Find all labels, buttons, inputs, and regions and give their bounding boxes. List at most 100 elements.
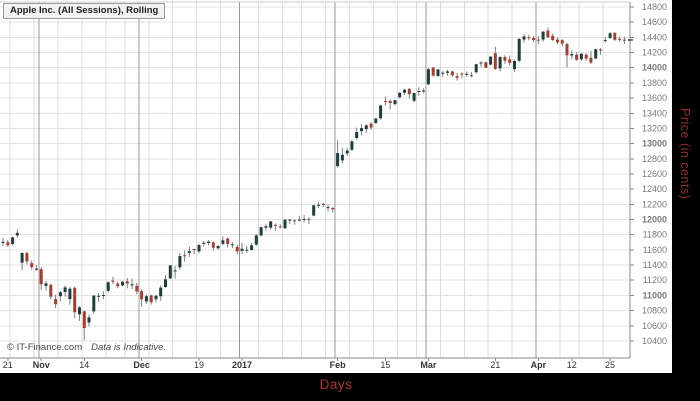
candle-down (575, 54, 579, 60)
x-tick-label: 21 (490, 360, 500, 370)
candle-up (264, 226, 268, 228)
candle-down (149, 295, 153, 303)
y-tick-label: 14800 (642, 2, 667, 12)
candle-up (173, 270, 177, 272)
candle-up (11, 237, 15, 244)
candle-down (274, 224, 277, 226)
candle-down (450, 71, 454, 76)
candle-up (417, 91, 421, 92)
candle-up (498, 56, 502, 69)
candle-up (254, 235, 258, 245)
candle-up (317, 204, 320, 206)
y-tick-label: 14600 (642, 17, 667, 27)
x-tick-label: 19 (194, 360, 204, 370)
candle-up (168, 265, 172, 279)
candle-up (355, 132, 359, 138)
candle-up (350, 141, 354, 150)
candle-up (230, 244, 234, 246)
x-tick-label: 14 (79, 360, 89, 370)
candles-layer (1, 27, 626, 341)
candle-down (431, 67, 435, 76)
candle-down (25, 253, 29, 262)
candle-down (125, 281, 129, 284)
y-tick-label: 11800 (643, 230, 667, 240)
y-tick-label: 13600 (642, 93, 667, 103)
candle-up (489, 56, 493, 65)
candle-down (589, 57, 593, 63)
candle-up (379, 105, 383, 119)
candle-up (178, 256, 182, 268)
candle-up (326, 207, 330, 209)
candle-up (594, 49, 598, 59)
candle-down (508, 59, 512, 63)
candle-up (101, 295, 105, 296)
x-tick-label: 21 (3, 360, 13, 370)
candle-up (360, 128, 363, 132)
candle-up (154, 295, 158, 300)
y-tick-label: 12000 (642, 215, 667, 225)
candle-up (207, 241, 210, 243)
candle-down (140, 291, 144, 300)
y-tick-label: 10600 (642, 321, 667, 331)
x-tick-label: 12 (567, 360, 577, 370)
candle-up (479, 62, 483, 64)
candle-down (211, 242, 215, 248)
candle-down (39, 269, 43, 285)
candle-down (599, 49, 602, 51)
candle-up (197, 245, 201, 252)
candle-up (240, 248, 244, 251)
candle-up (20, 253, 24, 263)
indicative-text: Data is Indicative. (91, 342, 167, 353)
candle-up (345, 150, 349, 154)
candle-up (340, 154, 344, 161)
candle-up (106, 282, 110, 291)
candle-down (527, 37, 531, 39)
x-tick-label: Feb (330, 360, 347, 370)
candle-down (49, 284, 53, 297)
candle-up (374, 118, 378, 123)
candle-up (312, 205, 316, 216)
candle-up (121, 281, 124, 286)
y-tick-label: 12800 (642, 154, 667, 164)
candle-up (92, 295, 96, 312)
x-tick-label: 25 (605, 360, 615, 370)
candle-down (135, 285, 139, 292)
candle-up (441, 72, 445, 74)
candle-up (513, 61, 516, 70)
candle-down (383, 101, 387, 102)
candle-up (603, 40, 607, 42)
candle-down (546, 30, 550, 38)
candle-up (259, 227, 263, 236)
x-tick-label: Nov (33, 360, 50, 370)
candle-up (269, 221, 273, 228)
candle-up (250, 245, 254, 250)
y-tick-label: 14400 (642, 32, 667, 42)
candle-up (446, 71, 449, 73)
candle-up (97, 295, 101, 297)
y-tick-label: 13200 (642, 123, 667, 133)
y-tick-label: 14200 (642, 48, 667, 58)
candle-down (551, 35, 555, 40)
candle-up (221, 240, 225, 244)
candle-down (278, 226, 282, 228)
candle-up (202, 242, 206, 244)
candle-up (403, 89, 406, 93)
x-tick-label: Dec (133, 360, 150, 370)
candle-up (288, 219, 292, 221)
candle-down (321, 204, 325, 205)
candle-down (493, 53, 497, 69)
candle-down (388, 101, 392, 103)
candle-up (412, 93, 416, 101)
candle-up (474, 64, 478, 73)
candle-up (522, 36, 526, 40)
candle-down (455, 76, 459, 78)
y-axis-title: Price (in cents) (678, 108, 692, 200)
candle-down (331, 208, 335, 210)
candle-down (293, 220, 297, 222)
y-tick-label: 14000 (642, 63, 667, 73)
candle-up (159, 287, 163, 297)
candle-up (216, 245, 220, 249)
candle-up (465, 73, 469, 75)
candle-up (78, 307, 81, 315)
